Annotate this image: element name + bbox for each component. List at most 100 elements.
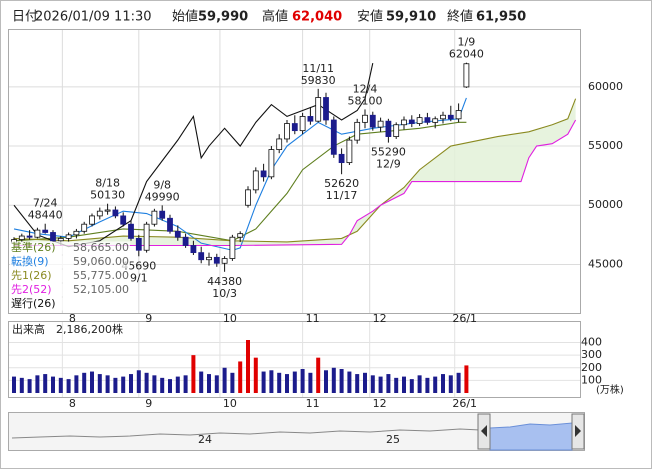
volume-bar <box>363 372 367 393</box>
volume-bar <box>378 376 383 393</box>
x-tick-label: 12 <box>373 312 387 325</box>
legend-name: 遅行(26) <box>11 297 56 310</box>
annotation-value: 48440 <box>28 209 63 222</box>
candle-body <box>73 230 80 236</box>
volume-bar <box>51 376 55 393</box>
navigator-range[interactable] <box>489 422 573 451</box>
volume-bar <box>324 370 328 393</box>
candle-body <box>159 210 166 219</box>
x-tick-label: 11 <box>306 397 320 410</box>
indicator-line <box>14 119 577 247</box>
header-label: 日付 <box>12 10 38 25</box>
candle-body <box>252 170 259 191</box>
candle-body <box>213 256 220 264</box>
volume-last: 2,186,200株 <box>56 322 123 336</box>
candle-body <box>362 114 368 123</box>
volume-tick-label: 400 <box>581 336 602 349</box>
y-tick-label: 60000 <box>588 80 623 93</box>
annotation-date: 9/8 <box>153 178 171 191</box>
candle-body <box>112 209 119 217</box>
volume-bar <box>292 371 297 393</box>
volume-bar <box>347 371 352 393</box>
volume-bar <box>58 377 63 393</box>
volume-bar <box>355 374 360 393</box>
x-tick-label: 8 <box>69 397 76 410</box>
candle-body <box>315 97 322 122</box>
legend-bg <box>10 255 130 269</box>
volume-unit: (万株) <box>596 383 624 396</box>
annotation-value: 59830 <box>301 74 336 87</box>
volume-bar <box>27 379 32 393</box>
x-tick-label: 26/1 <box>452 312 477 325</box>
volume-bar <box>90 371 94 393</box>
candle-body <box>440 114 446 120</box>
volume-bar <box>394 377 399 393</box>
volume-bar <box>152 375 157 393</box>
volume-bar <box>12 376 16 393</box>
x-tick-label: 9 <box>145 312 152 325</box>
candle-body <box>245 189 251 206</box>
annotation-date: 11/11 <box>302 62 334 75</box>
annotation-value: 44380 <box>207 275 242 288</box>
legend-bg <box>10 297 130 311</box>
volume-bar <box>74 375 79 393</box>
candle-body <box>206 256 212 261</box>
candle-body <box>198 252 205 261</box>
header-value: 61,950 <box>476 10 526 25</box>
candle-body <box>57 238 64 242</box>
header-label: 高値 <box>262 9 288 25</box>
volume-bar <box>402 376 406 393</box>
volume-bar <box>199 371 204 393</box>
volume-bar <box>144 372 149 393</box>
x-tick-label: 9 <box>145 397 152 410</box>
navigator-label: 24 <box>198 433 212 446</box>
annotation-date: 1/9 <box>458 36 476 49</box>
candle-body <box>89 215 95 225</box>
annotation-date: 10/3 <box>212 287 237 300</box>
candle-body <box>135 238 142 251</box>
legend-name: 先2(52) <box>11 283 52 296</box>
volume-bar <box>168 379 172 393</box>
candle-body <box>377 120 384 128</box>
legend-name: 先1(26) <box>11 269 52 282</box>
candle-body <box>81 223 88 232</box>
x-tick-label: 11 <box>306 312 320 325</box>
candle-body <box>346 139 353 164</box>
arrow-right <box>575 425 581 437</box>
annotation-date: 12/4 <box>353 82 378 95</box>
y-tick-label: 55000 <box>588 139 623 152</box>
volume-bar <box>238 361 243 393</box>
annotation-date: 12/9 <box>376 158 401 171</box>
x-tick-label: 10 <box>223 312 237 325</box>
header-value: 59,990 <box>198 10 248 25</box>
volume-bar <box>35 375 40 393</box>
volume-bar <box>308 372 313 393</box>
candle-body <box>104 209 111 212</box>
annotation-value: 50130 <box>90 189 125 202</box>
cloud-fill <box>14 98 576 246</box>
volume-bar <box>464 365 469 393</box>
legend-value: 59,060.00 <box>73 255 129 268</box>
candle-body <box>408 119 415 124</box>
x-tick-label: 10 <box>223 397 237 410</box>
header-value: 62,040 <box>292 10 342 25</box>
legend-bg <box>10 283 130 297</box>
candle-body <box>330 119 337 155</box>
indicator-line <box>13 63 374 248</box>
candle-body <box>190 245 197 254</box>
candle-body <box>299 116 306 132</box>
candle-body <box>284 123 290 140</box>
volume-bar <box>82 372 87 393</box>
arrow-left <box>481 425 487 437</box>
volume-tick-label: 300 <box>581 348 602 361</box>
annotation-date: 11/17 <box>326 189 358 202</box>
header-label: 終値 <box>447 9 473 25</box>
candle-body <box>34 229 41 238</box>
candle-body <box>26 235 33 238</box>
volume-bar <box>417 375 422 393</box>
volume-bar <box>160 377 165 393</box>
annotation-date: 7/24 <box>33 197 58 210</box>
volume-bar <box>331 367 336 393</box>
volume-tick-label: 200 <box>581 361 602 374</box>
